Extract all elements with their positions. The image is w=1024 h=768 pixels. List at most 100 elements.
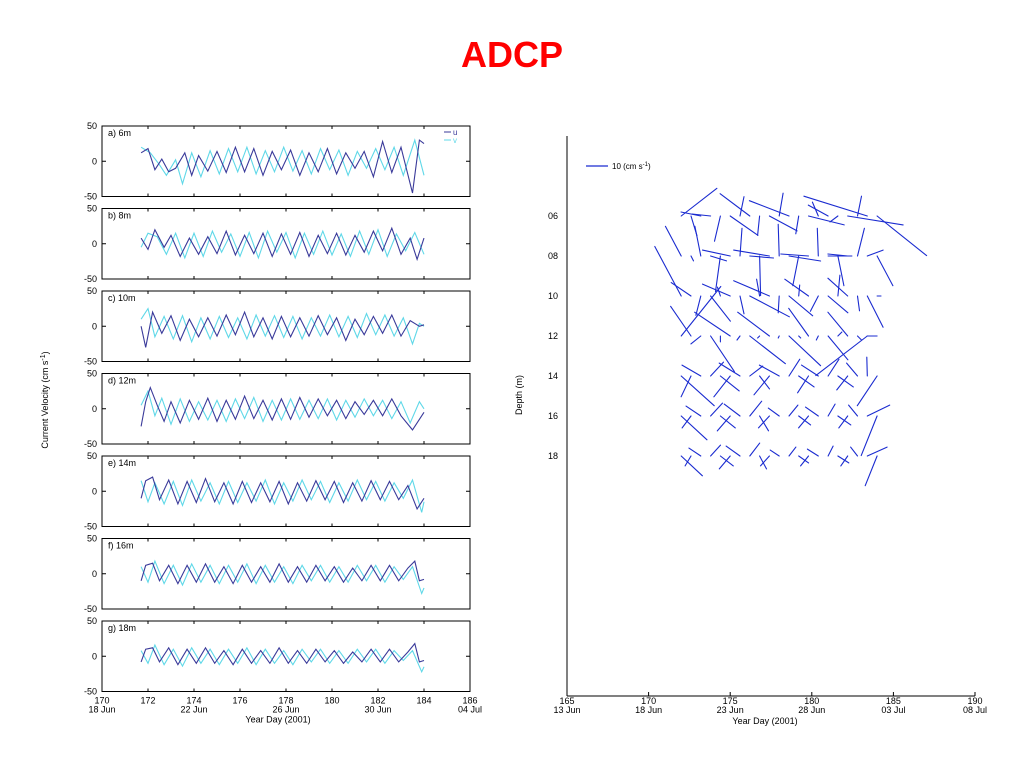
stick-vector	[729, 215, 759, 236]
stick-vector	[837, 415, 852, 426]
y-tick-label: -50	[84, 522, 97, 532]
y-tick-label: 50	[87, 204, 97, 214]
stick-vector	[815, 335, 868, 377]
stick-vector	[807, 204, 829, 217]
stick-vector	[866, 404, 891, 417]
stick-vector	[680, 375, 692, 398]
stick-vector	[837, 375, 854, 388]
stick-x-tick-label: 170	[641, 696, 656, 706]
stick-vector	[807, 215, 845, 226]
stick-vector	[769, 449, 780, 457]
y-tick-label: -50	[84, 604, 97, 614]
stick-vector	[827, 358, 840, 377]
y-tick-label: 0	[92, 321, 97, 331]
series-v-line	[140, 478, 425, 513]
x-tick-date: 30 Jun	[364, 705, 391, 715]
stick-vector	[798, 375, 815, 388]
stick-vector	[759, 375, 771, 390]
panel-label: e) 14m	[108, 458, 136, 468]
stick-vector	[850, 446, 859, 457]
x-tick-label: 182	[370, 696, 385, 706]
stick-vector	[680, 211, 702, 217]
stick-vector	[756, 278, 761, 297]
panel-label: f) 16m	[108, 541, 134, 551]
panel-frame	[101, 208, 471, 280]
stick-vector	[827, 403, 836, 417]
stick-vector	[681, 415, 692, 429]
panel-frame	[101, 620, 471, 692]
stick-x-tick-label: 175	[723, 696, 738, 706]
stick-vector	[749, 400, 763, 417]
panel-label: a) 6m	[108, 128, 131, 138]
stick-vector	[840, 455, 849, 467]
stick-vector	[753, 375, 770, 396]
stick-vector	[866, 446, 888, 457]
stick-vector	[719, 375, 740, 392]
stick-vector	[837, 331, 843, 337]
stick-vector	[719, 193, 751, 217]
series-v-line	[140, 307, 425, 346]
x-tick-label: 172	[140, 696, 155, 706]
stick-vector	[827, 311, 849, 337]
stick-vector	[716, 415, 731, 432]
stick-x-axis-label: Year Day (2001)	[732, 716, 797, 726]
y-tick-label: -50	[84, 357, 97, 367]
x-tick-label: 186	[462, 696, 477, 706]
y-tick-label: 0	[92, 569, 97, 579]
series-u-line	[140, 226, 425, 262]
stick-y-tick-label: 10	[548, 291, 558, 301]
stick-vector	[690, 255, 695, 262]
stick-vector	[846, 362, 859, 377]
stick-y-tick-label: 08	[548, 251, 558, 261]
stick-vector	[811, 201, 819, 217]
stick-vector	[695, 295, 702, 316]
stick-x-tick-date: 18 Jun	[635, 705, 662, 715]
stick-vector	[680, 285, 722, 337]
x-tick-date: 26 Jun	[272, 705, 299, 715]
stick-vector	[654, 245, 682, 297]
stick-vector	[777, 335, 780, 339]
stick-vector	[827, 277, 849, 297]
stick-vector	[777, 223, 780, 257]
stick-vector	[690, 335, 702, 345]
stick-x-tick-label: 165	[559, 696, 574, 706]
panel-label: g) 18m	[108, 623, 136, 633]
stick-vector	[780, 253, 810, 257]
stick-x-tick-label: 180	[804, 696, 819, 706]
stick-vector	[690, 215, 698, 237]
stick-vector	[768, 215, 798, 232]
stick-vector	[701, 283, 731, 297]
stick-vector	[798, 284, 801, 297]
stick-vector	[795, 215, 800, 235]
stick-vector	[739, 227, 743, 257]
stick-vector	[767, 407, 780, 417]
stick-vector	[800, 364, 819, 377]
stick-vector	[759, 415, 770, 432]
stick-vector	[710, 402, 724, 417]
stick-vector	[815, 335, 819, 341]
stick-y-tick-label: 12	[548, 331, 558, 341]
stick-vector	[837, 455, 850, 464]
stick-vector	[710, 361, 725, 377]
y-tick-label: 0	[92, 156, 97, 166]
panel-label: c) 10m	[108, 293, 136, 303]
stick-vector	[694, 225, 702, 257]
stick-vector	[685, 405, 702, 417]
stick-vector	[798, 335, 802, 339]
x-tick-label: 176	[232, 696, 247, 706]
stick-y-axis-label: Depth (m)	[514, 375, 524, 415]
stick-vector	[733, 249, 770, 257]
series-u-line	[140, 560, 425, 585]
legend-u-label: u	[453, 128, 457, 137]
stick-vector	[714, 255, 721, 293]
stick-x-tick-date: 13 Jun	[553, 705, 580, 715]
stick-vector	[670, 305, 692, 337]
stick-vector	[718, 455, 731, 470]
stick-vector	[759, 455, 770, 467]
stick-vector	[688, 447, 702, 457]
stick-vector	[716, 286, 721, 297]
y-tick-label: -50	[84, 439, 97, 449]
stick-vector	[827, 295, 849, 314]
scale-label: 10 (cm s-1)	[612, 162, 651, 171]
stick-vector	[798, 455, 810, 464]
